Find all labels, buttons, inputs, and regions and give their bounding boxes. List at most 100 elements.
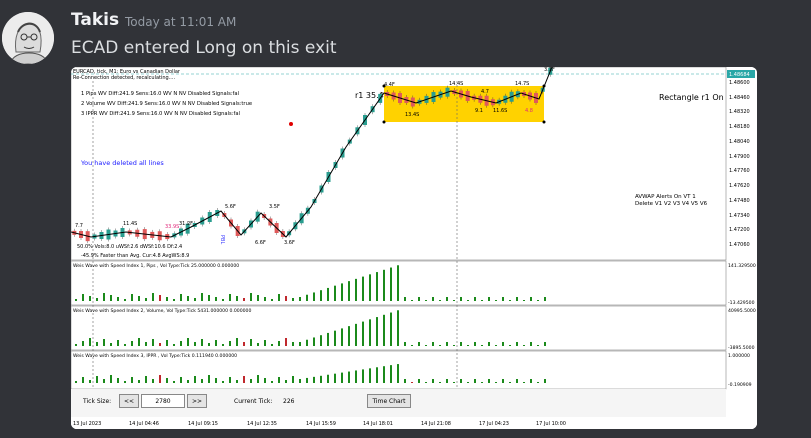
volume-bar: [89, 338, 91, 346]
legend-line-2: 2 Volume WV Diff:241.9 Sens:16.0 WV N NV…: [81, 101, 252, 107]
volume-bar: [299, 342, 301, 346]
chart-header: EURCAD, tick, M1: Euro vs Canadian Dolla…: [73, 69, 181, 75]
volume-bar: [201, 293, 203, 301]
legend-line-1: 1 Pips WV Diff:241.9 Sens:16.0 WV N NV D…: [81, 91, 239, 97]
volume-bar: [390, 365, 392, 383]
volume-bar: [145, 298, 147, 301]
volume-bar: [257, 375, 259, 383]
volume-bar: [488, 297, 490, 301]
rect-handle[interactable]: [382, 84, 386, 88]
wave-label: 13.4S: [405, 112, 419, 118]
volume-bar: [446, 297, 448, 301]
volume-bar: [215, 378, 217, 383]
message-timestamp: Today at 11:01 AM: [125, 15, 237, 29]
volume-bar: [327, 332, 329, 346]
volume-bar: [376, 367, 378, 383]
volume-bar: [453, 300, 455, 301]
volume-bar: [201, 339, 203, 346]
volume-bar: [341, 372, 343, 383]
wave-label: 7.7: [75, 223, 83, 229]
price-tick: 1.47480: [729, 198, 750, 204]
time-tick: 14 Jul 12:35: [247, 421, 277, 427]
volume-bar: [488, 342, 490, 346]
volume-bar: [215, 297, 217, 301]
volume-bar: [278, 377, 280, 383]
price-tick: 1.48320: [729, 109, 750, 115]
indicator-1-title: Weis Wave with Speed Index 1, Pips , Vol…: [73, 263, 239, 269]
volume-bar: [82, 294, 84, 301]
signal-dot: [289, 122, 293, 126]
volume-bar: [152, 293, 154, 301]
price-tick: 1.47900: [729, 154, 750, 160]
volume-bar: [397, 310, 399, 346]
volume-bar: [369, 368, 371, 383]
deleted-lines-msg: You have deleted all lines: [80, 159, 164, 167]
volume-bar: [418, 297, 420, 301]
wave-label: 3.6F: [284, 240, 295, 246]
volume-bar: [467, 382, 469, 383]
indicator-2-bars: [75, 310, 546, 346]
volume-bar: [257, 295, 259, 301]
wave-label: 31.2F: [179, 221, 193, 227]
volume-bar: [453, 382, 455, 383]
zigzag-line: [71, 67, 553, 238]
volume-bar: [299, 297, 301, 301]
volume-bar: [292, 342, 294, 346]
next-button[interactable]: >>: [187, 394, 207, 408]
volume-bar: [425, 345, 427, 346]
volume-bar: [229, 341, 231, 346]
r1-label: r1 35.4: [355, 91, 384, 100]
volume-bar: [383, 366, 385, 383]
image-attachment[interactable]: EURCAD, tick, M1: Euro vs Canadian Dolla…: [71, 67, 757, 429]
volume-bar: [320, 375, 322, 383]
tick-size-input[interactable]: 2780: [141, 394, 185, 408]
volume-bar: [495, 300, 497, 301]
volume-bar: [124, 381, 126, 383]
volume-bar: [117, 378, 119, 383]
indicator-3-title: Weis Wave with Speed Index 3, IPPR , Vol…: [73, 353, 237, 359]
indicator-3-bars: [75, 364, 546, 383]
volume-bar: [502, 342, 504, 346]
volume-bar: [495, 345, 497, 346]
volume-bar: [82, 377, 84, 383]
volume-bar: [432, 342, 434, 346]
stats-line-1: 50.0% Vols:8.0 uWSf:2.6 dWSf:10.6 Df:2.4: [77, 244, 182, 250]
volume-bar: [264, 340, 266, 346]
volume-bar: [334, 330, 336, 346]
volume-bar: [89, 380, 91, 383]
volume-bar: [474, 297, 476, 301]
current-tick-value: 226: [283, 398, 295, 405]
trading-chart: EURCAD, tick, M1: Euro vs Canadian Dolla…: [71, 67, 757, 429]
time-chart-button[interactable]: Time Chart: [367, 394, 411, 408]
volume-bar: [537, 345, 539, 346]
volume-bar: [138, 380, 140, 383]
volume-bar: [194, 376, 196, 383]
volume-bar: [334, 285, 336, 301]
wave-label: 4.8: [525, 108, 533, 114]
volume-bar: [250, 293, 252, 301]
volume-bar: [96, 298, 98, 301]
price-tick: 1.48600: [729, 80, 750, 86]
wave-label: 4.7: [481, 89, 489, 95]
user-avatar[interactable]: [2, 12, 54, 64]
volume-bar: [446, 379, 448, 383]
volume-bar: [145, 342, 147, 346]
volume-bar: [516, 297, 518, 301]
time-tick: 14 Jul 18:01: [363, 421, 393, 427]
wave-labels: 7.7 11.4S 33.9S 31.2F 5.6F 3.5F 6.6F 3.6…: [75, 67, 555, 246]
wave-label: 6.6F: [255, 240, 266, 246]
rect-handle[interactable]: [542, 120, 546, 124]
volume-bar: [404, 342, 406, 346]
prev-button[interactable]: <<: [119, 394, 139, 408]
volume-bar: [208, 295, 210, 301]
volume-bar: [187, 380, 189, 383]
username[interactable]: Takis: [71, 10, 120, 30]
volume-bar: [446, 342, 448, 346]
volume-bar: [222, 344, 224, 346]
rect-handle[interactable]: [382, 120, 386, 124]
chart-header-status: Re-Connection detected, recalculating...…: [73, 75, 175, 81]
time-tick: 17 Jul 04:23: [479, 421, 509, 427]
volume-bar: [544, 342, 546, 346]
volume-bar: [229, 294, 231, 301]
volume-bar: [117, 340, 119, 346]
